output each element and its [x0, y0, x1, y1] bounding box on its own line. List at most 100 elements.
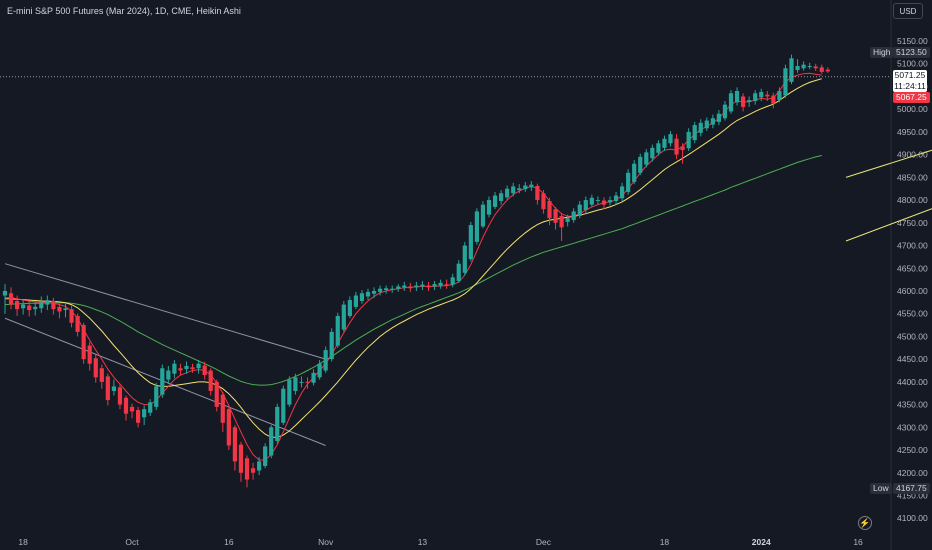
- candle-body: [396, 286, 401, 289]
- candle-body: [438, 282, 443, 286]
- candle-body: [232, 427, 237, 462]
- price-tick-label: 5000.00: [897, 104, 928, 114]
- candle-body: [734, 90, 740, 103]
- symbol-title: E-mini S&P 500 Futures (Mar 2024), 1D, C…: [7, 6, 241, 16]
- candle-body: [559, 215, 564, 228]
- candle-body: [154, 386, 159, 407]
- candle-body: [335, 315, 340, 346]
- candle-body: [305, 381, 310, 383]
- candle-body: [51, 300, 56, 310]
- candle-body: [75, 315, 80, 332]
- candle-body: [644, 152, 649, 165]
- candle-body: [129, 406, 135, 412]
- lightning-icon[interactable]: ⚡: [858, 516, 872, 530]
- price-tick-label: 4350.00: [897, 400, 928, 410]
- candle-body: [674, 138, 679, 155]
- price-tick-label: 4400.00: [897, 377, 928, 387]
- candle-body: [69, 309, 74, 323]
- channel-line: [845, 208, 932, 242]
- candle-body: [81, 325, 86, 360]
- ma-mid-line: [5, 78, 822, 438]
- candle-body: [492, 195, 498, 207]
- candle-body: [57, 306, 62, 312]
- candle-body: [432, 284, 437, 287]
- candle-body: [583, 200, 588, 211]
- candle-body: [365, 291, 371, 297]
- candle-body: [747, 100, 752, 102]
- candle-body: [450, 277, 455, 285]
- price-tick-label: 4950.00: [897, 127, 928, 137]
- channel-line: [845, 149, 932, 178]
- candle-body: [172, 363, 177, 374]
- candle-body: [741, 96, 746, 107]
- candle-body: [722, 104, 728, 119]
- candle-body: [607, 200, 613, 203]
- time-tick-label: 2024: [752, 537, 771, 547]
- candle-body: [819, 67, 824, 72]
- candle-body: [577, 204, 582, 216]
- candle-body: [759, 91, 764, 98]
- candle-body: [499, 193, 504, 201]
- price-tick-label: 4100.00: [897, 513, 928, 523]
- candle-body: [244, 458, 250, 480]
- candle-body: [353, 295, 358, 307]
- candle-body: [553, 209, 558, 223]
- trendline: [4, 317, 326, 446]
- candle-body: [238, 444, 244, 473]
- candle-body: [166, 370, 171, 380]
- price-tick-label: 4250.00: [897, 445, 928, 455]
- candle-body: [402, 285, 407, 288]
- candle-body: [613, 195, 619, 201]
- candle-body: [505, 188, 510, 198]
- price-tick-label: 4600.00: [897, 286, 928, 296]
- candle-body: [529, 184, 534, 188]
- candle-body: [2, 290, 8, 296]
- candle-body: [656, 143, 661, 153]
- candle-body: [142, 409, 147, 418]
- candle-body: [801, 64, 806, 69]
- candle-body: [111, 386, 116, 391]
- candle-body: [93, 358, 98, 378]
- candle-body: [208, 370, 213, 391]
- candle-body: [378, 288, 383, 292]
- candle-body: [420, 284, 425, 287]
- candle-body: [595, 200, 600, 202]
- candle-body: [117, 387, 123, 405]
- low-label: Low: [870, 483, 892, 494]
- candle-body: [281, 388, 286, 423]
- candle-body: [668, 134, 673, 144]
- candle-body: [220, 394, 225, 423]
- last-price-box: 5071.25 11:24:11: [893, 70, 927, 92]
- candle-body: [704, 120, 709, 129]
- candle-body: [160, 368, 165, 395]
- candle-body: [571, 211, 576, 221]
- candle-body: [214, 381, 219, 407]
- candle-body: [269, 427, 274, 456]
- candle-body: [202, 365, 207, 376]
- price-tick-label: 5150.00: [897, 36, 928, 46]
- candle-body: [753, 93, 758, 101]
- last-price: 5071.25: [894, 70, 926, 80]
- candle-body: [680, 146, 685, 151]
- candle-body: [692, 125, 697, 141]
- currency-button[interactable]: USD: [893, 3, 923, 19]
- candle-body: [390, 288, 395, 290]
- open-price-tag: 5067.25: [893, 92, 930, 103]
- candle-body: [293, 377, 298, 391]
- candle-body: [287, 379, 292, 405]
- bar-countdown: 11:24:11: [894, 81, 926, 91]
- candle-body: [190, 367, 195, 370]
- candle-body: [311, 372, 316, 383]
- candle-body: [638, 156, 643, 173]
- price-tick-label: 4550.00: [897, 309, 928, 319]
- time-tick-label: 13: [418, 537, 428, 547]
- high-label: High: [870, 47, 894, 58]
- candle-body: [662, 138, 667, 148]
- candle-body: [589, 197, 594, 205]
- candle-body: [462, 245, 467, 273]
- ma-slow-line: [4, 155, 822, 386]
- candle-body: [480, 204, 486, 227]
- time-tick-label: 16: [224, 537, 234, 547]
- candle-body: [275, 406, 280, 441]
